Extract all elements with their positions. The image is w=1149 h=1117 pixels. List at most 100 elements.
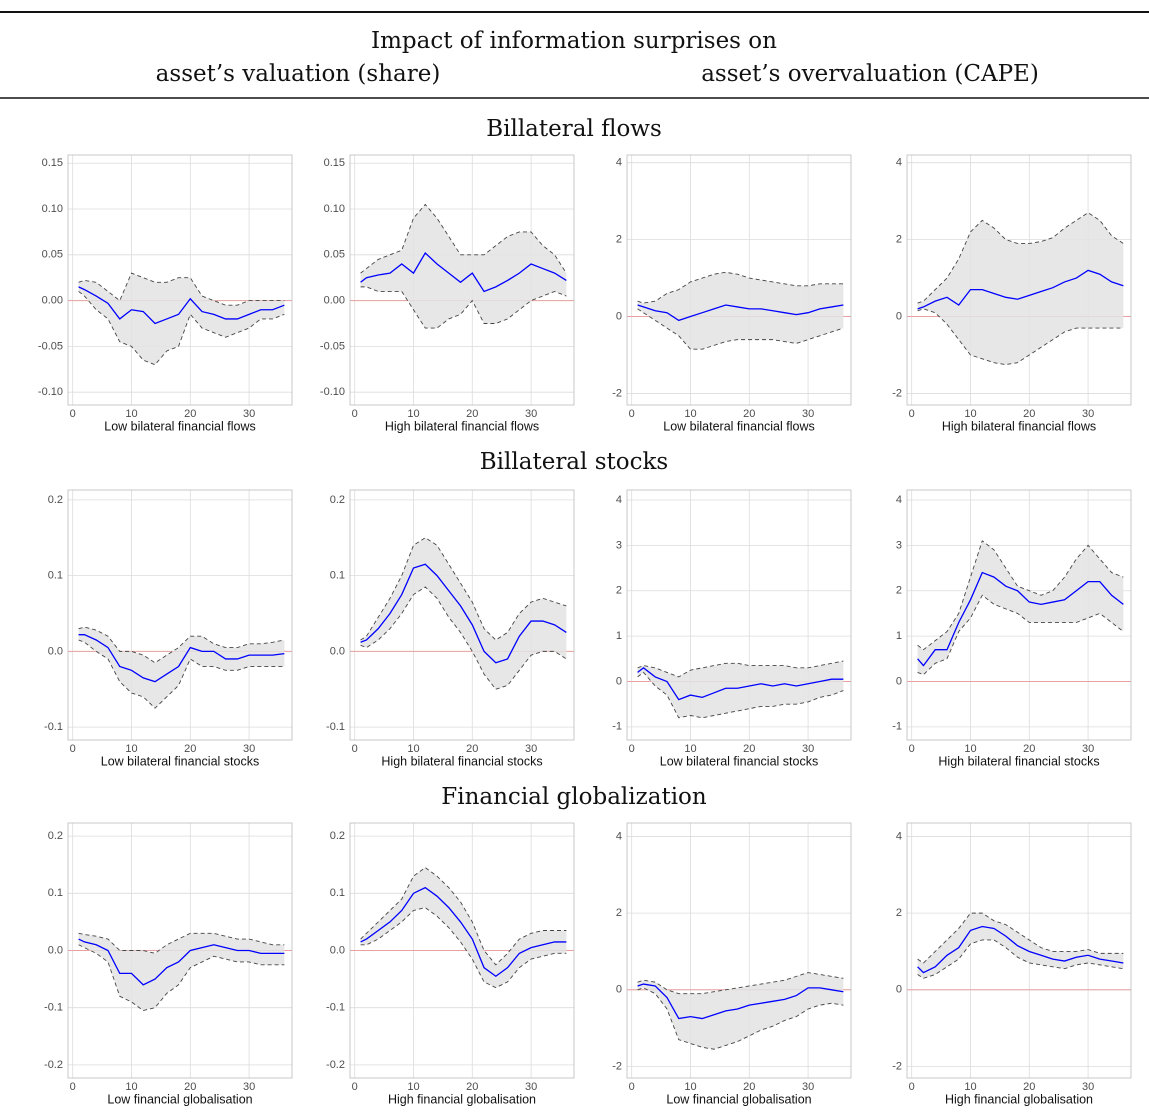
y-tick-label: -0.05 — [38, 340, 63, 352]
y-tick-label: 2 — [896, 907, 902, 919]
confidence-band — [917, 913, 1124, 979]
y-tick-label: 0.00 — [42, 295, 63, 307]
panel-border — [67, 822, 293, 1079]
band-edge — [637, 660, 844, 678]
band-edge — [637, 972, 844, 995]
x-tick-label: 30 — [1082, 743, 1094, 755]
x-axis-label: Low bilateral financial stocks — [660, 754, 818, 768]
x-tick-label: 10 — [407, 408, 419, 420]
plot-panel — [68, 490, 292, 740]
x-tick-label: 30 — [243, 1081, 255, 1093]
band-edge — [78, 944, 285, 1012]
x-tick-label: 10 — [125, 1081, 137, 1093]
y-tick-label: 0.1 — [48, 887, 63, 899]
y-tick-label: 0 — [616, 984, 622, 996]
x-tick-label: 30 — [525, 743, 537, 755]
confidence-band — [78, 627, 285, 709]
x-tick-label: 20 — [466, 743, 478, 755]
x-tick-label: 20 — [743, 1081, 755, 1093]
y-tick-label: -0.05 — [320, 340, 345, 352]
y-tick-label: 4 — [616, 157, 622, 169]
x-tick-label: 20 — [1023, 1081, 1035, 1093]
band-edge — [78, 272, 285, 306]
x-tick-label: 0 — [909, 408, 915, 420]
y-tick-label: -0.1 — [326, 1002, 345, 1014]
y-tick-label: 0.05 — [324, 249, 345, 261]
x-tick-label: 10 — [964, 1081, 976, 1093]
band-edge — [637, 271, 844, 304]
x-tick-label: 20 — [1023, 743, 1035, 755]
panel-border — [626, 489, 852, 741]
x-axis-label: Low bilateral financial flows — [104, 419, 255, 433]
y-tick-label: 2 — [896, 585, 902, 597]
y-tick-label: 2 — [616, 907, 622, 919]
y-tick-label: 4 — [616, 494, 622, 506]
band-edge — [637, 308, 844, 350]
x-tick-label: 10 — [684, 1081, 696, 1093]
estimate-line — [360, 563, 567, 664]
x-tick-label: 20 — [743, 743, 755, 755]
y-tick-label: 0.10 — [42, 203, 63, 215]
x-axis-label: Low financial globalisation — [107, 1092, 252, 1106]
x-axis-label: High financial globalisation — [388, 1092, 536, 1106]
band-edge — [360, 286, 567, 329]
band-edge — [917, 212, 1124, 304]
confidence-band — [637, 972, 844, 1050]
y-tick-label: 0.0 — [48, 944, 63, 956]
x-tick-label: 30 — [802, 408, 814, 420]
x-axis-label: High bilateral financial flows — [942, 419, 1096, 433]
x-axis-label: High bilateral financial stocks — [938, 754, 1099, 768]
confidence-band — [637, 272, 844, 350]
x-tick-label: 10 — [684, 743, 696, 755]
band-edge — [78, 639, 285, 709]
x-tick-label: 20 — [466, 408, 478, 420]
section-title: Billateral flows — [486, 116, 662, 142]
section-title: Financial globalization — [441, 784, 707, 810]
panel-border — [349, 822, 575, 1079]
panel-border — [626, 822, 852, 1079]
confidence-band — [360, 204, 567, 329]
band-edge — [917, 540, 1124, 651]
y-tick-label: 0.0 — [330, 944, 345, 956]
x-tick-label: 0 — [352, 408, 358, 420]
estimate-line — [917, 269, 1124, 310]
y-tick-label: -2 — [892, 1060, 902, 1072]
y-tick-label: 4 — [896, 157, 902, 169]
band-edge — [360, 867, 567, 966]
estimate-line — [637, 667, 844, 701]
x-tick-label: 10 — [964, 743, 976, 755]
header-right: asset’s overvaluation (CAPE) — [701, 61, 1039, 87]
estimate-line — [78, 634, 285, 683]
x-tick-label: 10 — [125, 743, 137, 755]
x-tick-label: 0 — [352, 743, 358, 755]
x-tick-label: 20 — [184, 408, 196, 420]
x-tick-label: 30 — [802, 743, 814, 755]
band-edge — [360, 203, 567, 274]
y-tick-label: 0.15 — [324, 157, 345, 169]
panel-border — [906, 154, 1132, 406]
panel-border — [67, 154, 293, 406]
x-tick-label: 30 — [1082, 408, 1094, 420]
x-tick-label: 30 — [243, 743, 255, 755]
y-tick-label: 0.1 — [330, 570, 345, 582]
y-tick-label: 0.05 — [42, 249, 63, 261]
y-tick-label: 0.2 — [48, 494, 63, 506]
estimate-line — [917, 925, 1124, 974]
x-tick-label: 20 — [466, 1081, 478, 1093]
x-tick-label: 30 — [525, 408, 537, 420]
band-edge — [637, 987, 844, 1050]
y-tick-label: 0.2 — [330, 830, 345, 842]
y-tick-label: 0.2 — [48, 830, 63, 842]
x-tick-label: 0 — [70, 743, 76, 755]
x-axis-label: Low bilateral financial flows — [663, 419, 814, 433]
x-tick-label: 30 — [1082, 1081, 1094, 1093]
x-tick-label: 10 — [407, 743, 419, 755]
band-edge — [78, 626, 285, 664]
x-tick-label: 20 — [184, 743, 196, 755]
y-tick-label: 0.0 — [48, 645, 63, 657]
y-tick-label: 2 — [896, 234, 902, 246]
y-tick-label: -2 — [612, 1060, 622, 1072]
x-tick-label: 10 — [125, 408, 137, 420]
x-tick-label: 0 — [70, 408, 76, 420]
